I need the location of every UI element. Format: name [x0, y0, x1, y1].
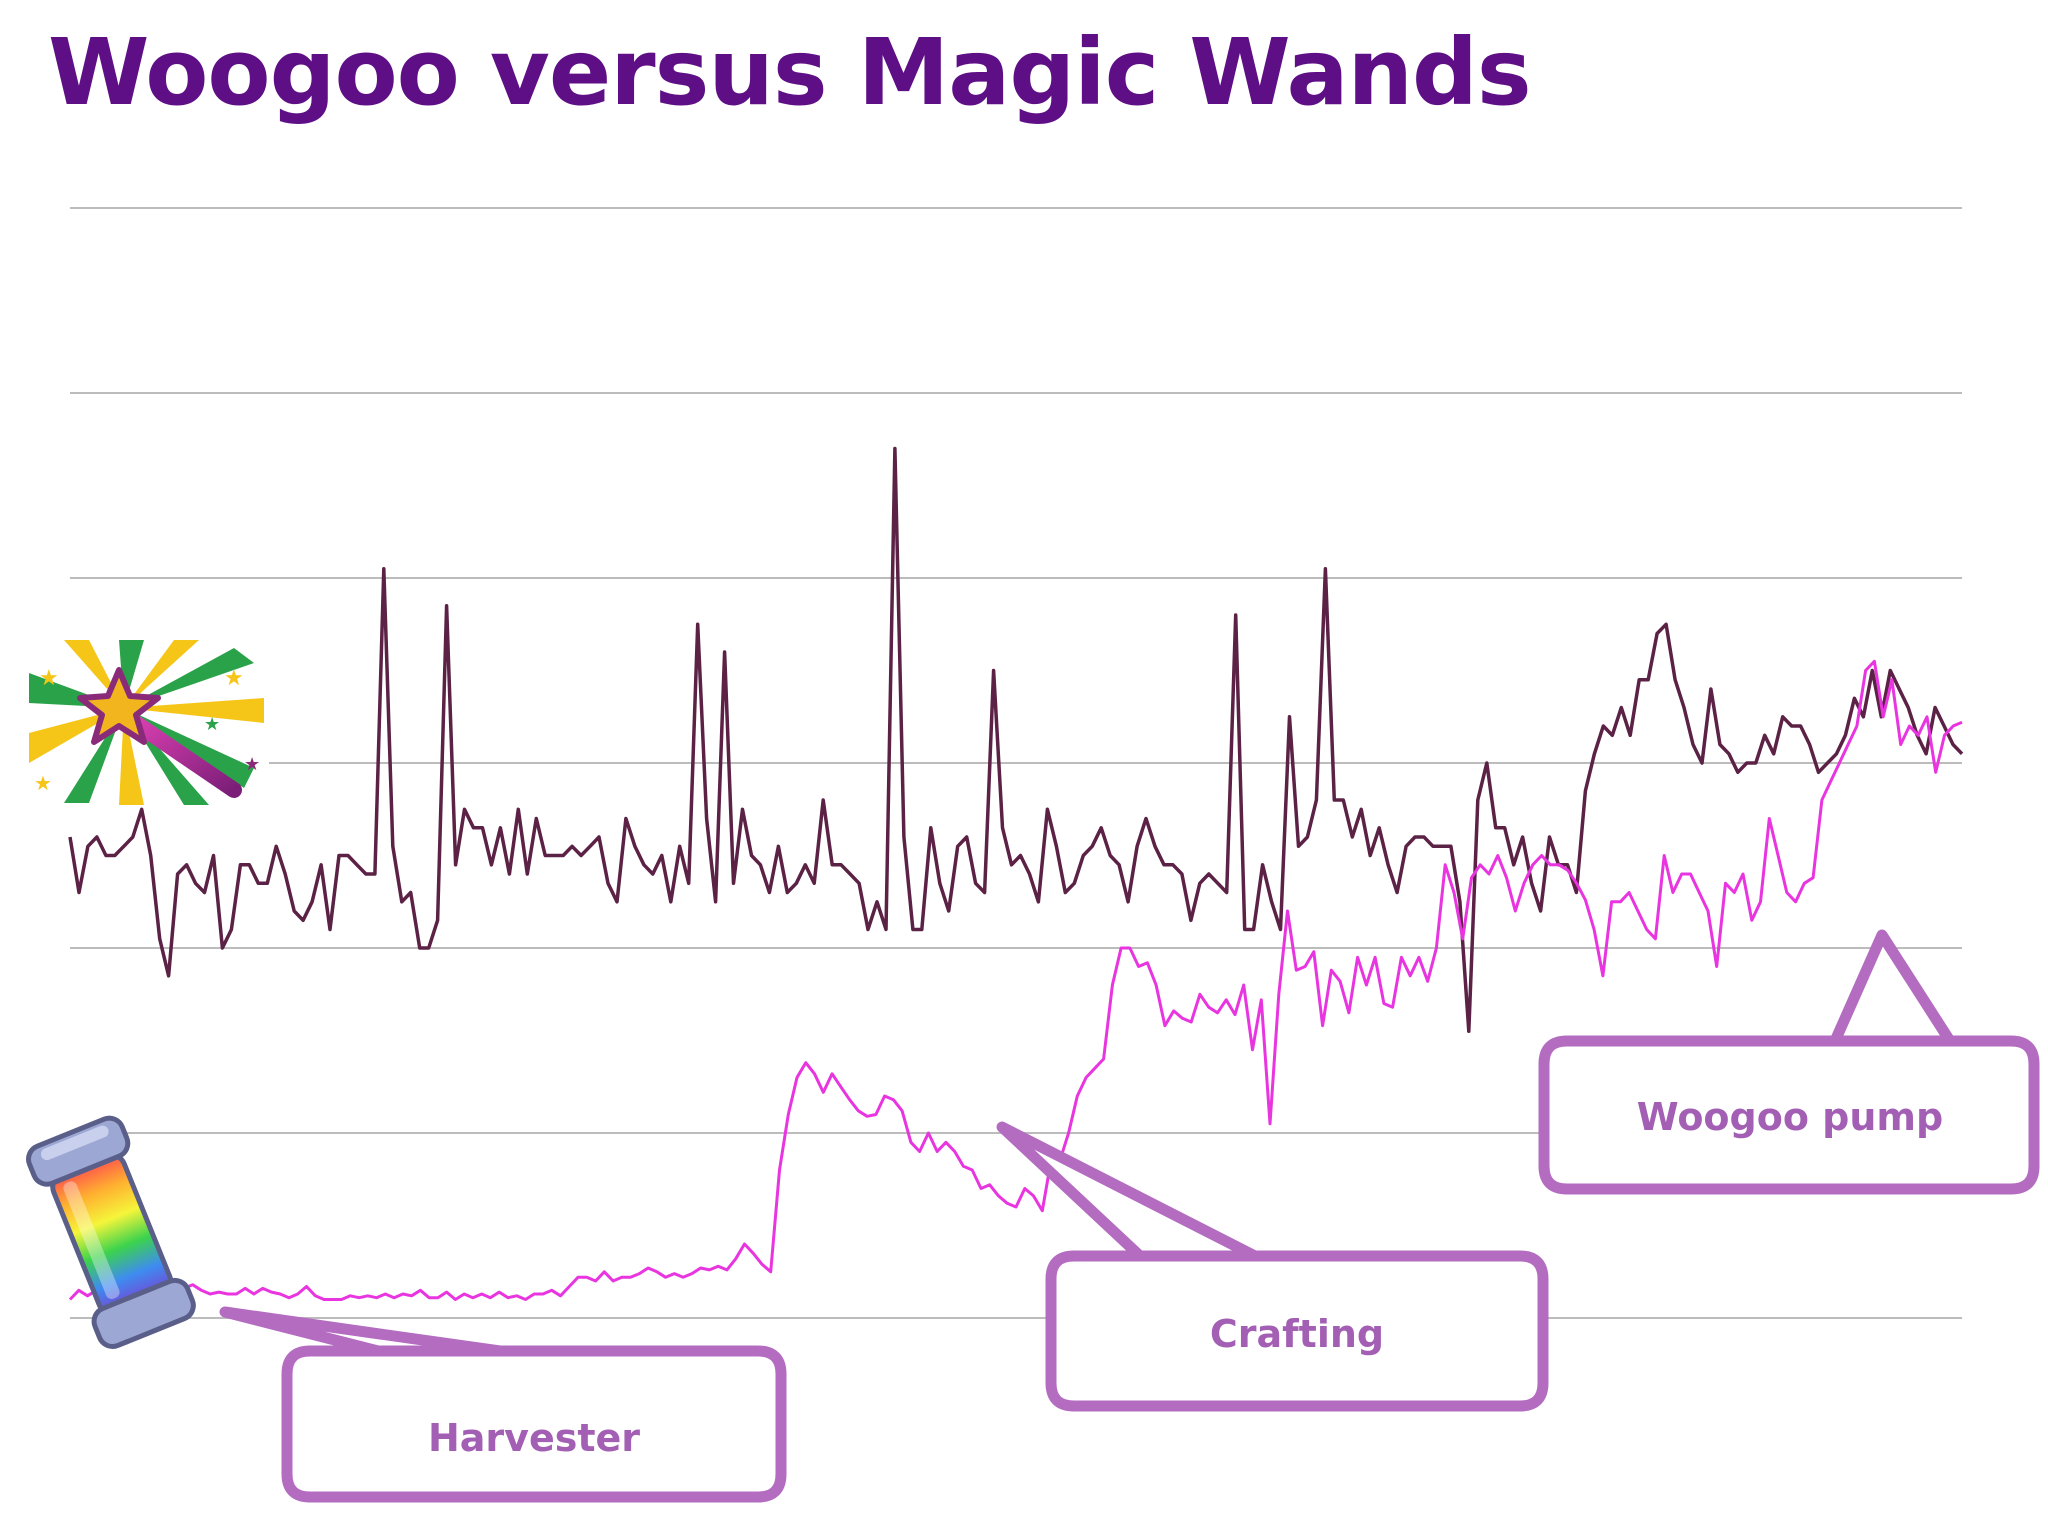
- callout-harvester-bubble: [219, 1306, 787, 1503]
- callout-woogoo-pump-label: Woogoo pump: [1637, 1095, 1943, 1139]
- series-line-2: [68, 659, 1963, 1301]
- magic-wand-icon: ★ ★ ★ ★ ★: [24, 640, 269, 805]
- svg-text:★: ★: [244, 754, 260, 775]
- svg-text:★: ★: [224, 666, 244, 691]
- callout-crafting: Crafting: [996, 1121, 1549, 1412]
- series-line-1: [68, 446, 1964, 1034]
- callout-woogoo-pump: Woogoo pump: [1538, 929, 2040, 1195]
- rainbow-woogoo-harvester-icon: [26, 1115, 196, 1349]
- svg-text:★: ★: [39, 666, 59, 691]
- callout-harvester-label: Harvester: [428, 1416, 640, 1460]
- series-layer: [68, 446, 1964, 1301]
- callout-crafting-label: Crafting: [1210, 1312, 1384, 1356]
- svg-text:★: ★: [204, 714, 220, 735]
- callout-crafting-bubble: [996, 1121, 1549, 1412]
- slide-title: Woogoo versus Magic Wands: [48, 19, 1532, 126]
- callout-harvester: Harvester: [219, 1306, 787, 1503]
- callout-woogoo-pump-bubble: [1538, 929, 2040, 1195]
- svg-text:★: ★: [34, 771, 52, 795]
